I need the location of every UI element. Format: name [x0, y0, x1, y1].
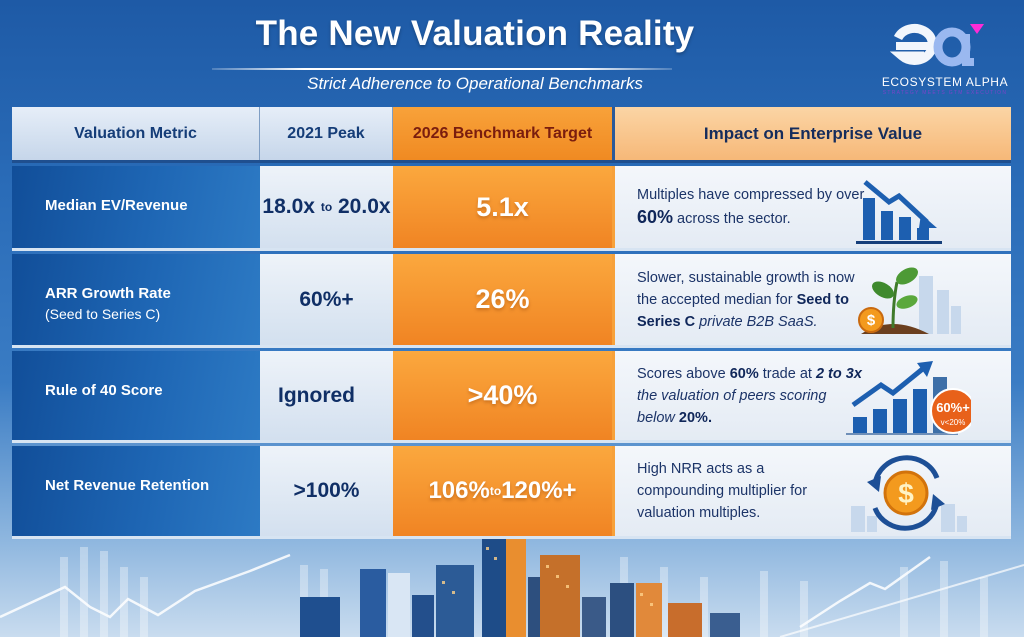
impact-text-part: Multiples have compressed by over: [637, 187, 865, 203]
target-value-low: 106%: [428, 477, 490, 504]
target-cell: >40%: [393, 351, 615, 440]
metric-label: Median EV/Revenue: [45, 197, 188, 214]
impact-highlight: Seed to Series C: [637, 291, 849, 330]
target-cell: 5.1x: [393, 166, 615, 248]
impact-text: Scores above 60% trade at 2 to 3x the va…: [637, 363, 867, 429]
city-buildings: [300, 539, 740, 637]
city-skyline-background: [0, 539, 1024, 637]
page-subtitle: Strict Adherence to Operational Benchmar…: [307, 74, 643, 93]
range-connector: to: [489, 484, 502, 498]
column-header-metric: Valuation Metric: [12, 107, 260, 160]
impact-cell: High NRR acts as a compounding multiplie…: [615, 446, 1011, 536]
trend-line-left: [0, 553, 291, 619]
column-header-peak: 2021 Peak: [260, 107, 393, 160]
target-value-high: 120%+: [501, 477, 577, 504]
impact-highlight: 60%: [729, 365, 759, 382]
title-divider: [212, 68, 672, 70]
table-row: ARR Growth Rate (Seed to Series C) 60%+ …: [12, 254, 1011, 348]
rising-bar-chart-icon: 60%+ v<20%: [846, 361, 971, 435]
target-cell: 26%: [393, 254, 615, 345]
metric-sublabel: (Seed to Series C): [45, 306, 161, 322]
table-header-row: Valuation Metric 2021 Peak 2026 Benchmar…: [12, 107, 1011, 163]
ecosystem-alpha-logo-icon: [890, 23, 984, 67]
peak-value-low: 18.0x: [262, 195, 315, 218]
table-row: Median EV/Revenue 18.0x to 20.0x 5.1x Mu…: [12, 166, 1011, 251]
column-header-target: 2026 Benchmark Target: [393, 107, 615, 160]
metric-cell: Median EV/Revenue: [12, 166, 260, 248]
peak-cell: >100%: [260, 446, 393, 536]
svg-text:$: $: [867, 312, 876, 329]
peak-value: Ignored: [278, 383, 355, 407]
page-title: The New Valuation Reality: [255, 14, 695, 53]
score-badge: 60%+ v<20%: [930, 388, 971, 434]
badge-top-text: 60%+: [936, 400, 970, 415]
peak-cell: 60%+: [260, 254, 393, 345]
impact-cell: Multiples have compressed by over 60% ac…: [615, 166, 1011, 248]
impact-text-part: the valuation of peers scoring below: [637, 387, 827, 426]
peak-value-high: 20.0x: [338, 195, 391, 218]
metric-cell: ARR Growth Rate (Seed to Series C): [12, 254, 260, 345]
table-row: Rule of 40 Score Ignored >40% Scores abo…: [12, 351, 1011, 443]
logo-tagline: STRATEGY MEETS GTM EXECUTION: [882, 90, 1008, 96]
range-connector: to: [320, 200, 333, 214]
impact-highlight: 2 to 3x: [815, 365, 862, 382]
metric-label: ARR Growth Rate: [45, 285, 171, 302]
metric-label: Net Revenue Retention: [45, 477, 210, 494]
target-value: 5.1x: [476, 191, 529, 222]
peak-value: 60%+: [299, 287, 354, 311]
impact-text-part: across the sector.: [673, 211, 791, 227]
metric-cell: Rule of 40 Score: [12, 351, 260, 440]
declining-bar-chart-icon: [856, 180, 942, 244]
peak-cell: Ignored: [260, 351, 393, 440]
metric-cell: Net Revenue Retention: [12, 446, 260, 536]
column-header-impact: Impact on Enterprise Value: [615, 107, 1011, 160]
impact-cell: Scores above 60% trade at 2 to 3x the va…: [615, 351, 1011, 440]
table-row: Net Revenue Retention >100% 106% to 120%+ …: [12, 446, 1011, 539]
building-windows: [442, 547, 653, 606]
badge-bottom-text: v<20%: [941, 418, 966, 427]
trend-line-right-2: [779, 564, 1024, 637]
svg-text:$: $: [898, 478, 914, 509]
brand-logo: ECOSYSTEM ALPHA STRATEGY MEETS GTM EXECU…: [870, 14, 1020, 96]
impact-text: Multiples have compressed by over 60% ac…: [637, 184, 867, 230]
target-value: >40%: [467, 380, 538, 410]
impact-text-part: Scores above: [637, 365, 730, 382]
impact-text-part: private B2B SaaS.: [695, 313, 818, 330]
impact-cell: Slower, sustainable growth is now the ac…: [615, 254, 1011, 345]
metric-label: Rule of 40 Score: [45, 382, 163, 399]
target-value: 26%: [475, 284, 530, 314]
plant-coin-growth-icon: $: [858, 267, 961, 334]
target-cell: 106% to 120%+: [393, 446, 615, 536]
impact-text: Slower, sustainable growth is now the ac…: [637, 267, 877, 333]
logo-name: ECOSYSTEM ALPHA: [881, 75, 1009, 89]
peak-value: >100%: [293, 479, 360, 502]
impact-highlight: 60%: [637, 207, 674, 227]
impact-text-part: trade at: [758, 365, 816, 382]
impact-text: High NRR acts as a compounding multiplie…: [637, 461, 808, 521]
impact-highlight: 20%.: [678, 409, 712, 426]
impact-text-part: Slower, sustainable growth is now the ac…: [637, 269, 855, 308]
dollar-cycle-icon: $: [851, 455, 967, 532]
trend-line-right: [799, 555, 931, 629]
peak-cell: 18.0x to 20.0x: [260, 166, 393, 248]
